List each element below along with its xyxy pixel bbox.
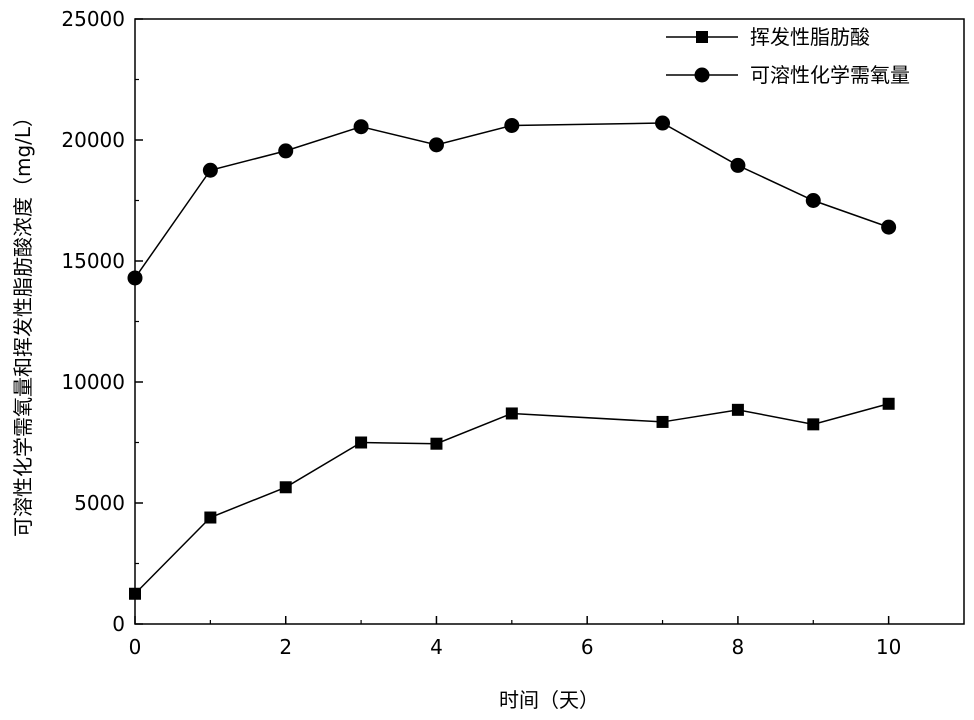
series-0 — [129, 398, 895, 600]
x-tick-label: 10 — [876, 635, 901, 659]
plot-frame — [135, 19, 964, 624]
data-point — [807, 418, 819, 430]
y-tick-label: 25000 — [61, 7, 125, 31]
data-point — [204, 512, 216, 524]
data-point — [278, 143, 293, 158]
legend-label: 挥发性脂肪酸 — [750, 25, 870, 49]
x-tick-label: 6 — [581, 635, 594, 659]
data-point — [203, 163, 218, 178]
data-point — [655, 116, 670, 131]
legend-item: 挥发性脂肪酸 — [666, 25, 870, 49]
y-tick-label: 15000 — [61, 249, 125, 273]
legend-label: 可溶性化学需氧量 — [750, 63, 910, 87]
legend: 挥发性脂肪酸可溶性化学需氧量 — [666, 25, 910, 87]
legend-marker — [695, 68, 710, 83]
x-tick-label: 4 — [430, 635, 443, 659]
legend-marker — [696, 31, 708, 43]
data-point — [504, 118, 519, 133]
data-point — [129, 588, 141, 600]
y-tick-label: 0 — [112, 612, 125, 636]
data-point — [732, 404, 744, 416]
x-tick-label: 0 — [129, 635, 142, 659]
series-layer — [128, 116, 897, 600]
data-point — [128, 270, 143, 285]
data-point — [806, 193, 821, 208]
series-1 — [128, 116, 897, 286]
y-tick-label: 5000 — [74, 491, 125, 515]
data-point — [657, 416, 669, 428]
series-line — [135, 404, 889, 594]
x-axis-label: 时间（天） — [499, 688, 599, 712]
data-point — [280, 481, 292, 493]
data-point — [430, 438, 442, 450]
legend-item: 可溶性化学需氧量 — [666, 63, 910, 87]
x-axis-ticks: 0 2 4 6 8 10 — [129, 616, 902, 659]
data-point — [354, 119, 369, 134]
x-tick-label: 2 — [279, 635, 292, 659]
y-axis-label: 可溶性化学需氧量和挥发性脂肪酸浓度（mg/L） — [11, 107, 35, 537]
data-point — [429, 137, 444, 152]
data-point — [355, 437, 367, 449]
y-tick-label: 10000 — [61, 370, 125, 394]
data-point — [881, 220, 896, 235]
data-point — [506, 407, 518, 419]
series-line — [135, 123, 889, 278]
x-tick-label: 8 — [732, 635, 745, 659]
data-point — [883, 398, 895, 410]
y-axis-ticks: 0 5000 10000 15000 20000 25000 — [61, 7, 143, 636]
y-tick-label: 20000 — [61, 128, 125, 152]
data-point — [730, 158, 745, 173]
